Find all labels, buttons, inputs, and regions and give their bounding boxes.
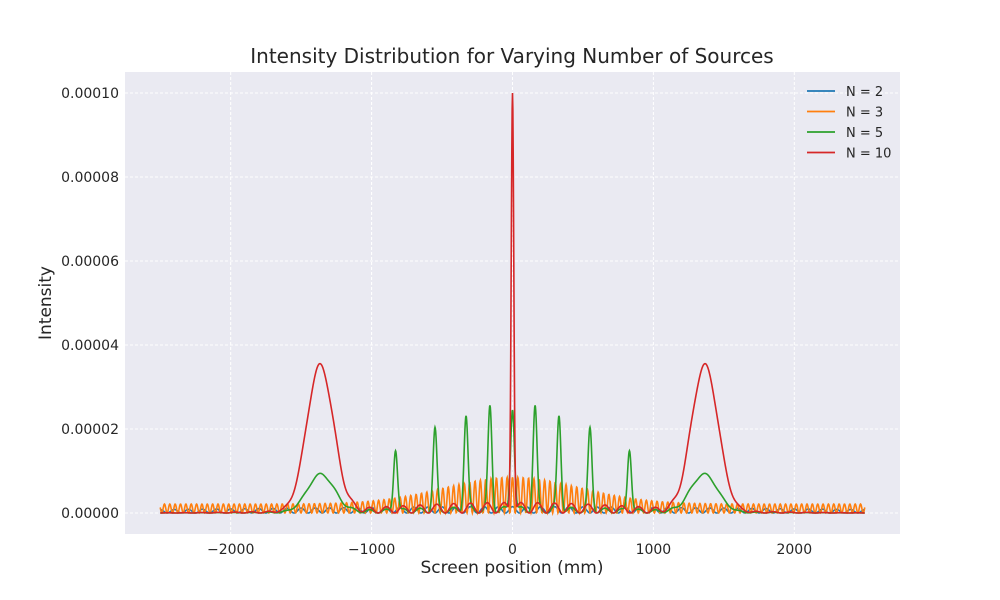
y-tick-label: 0.00002 [61,422,119,438]
x-tick-label: 2000 [776,542,812,558]
y-tick-label: 0.00008 [61,170,119,186]
y-tick-label: 0.00006 [61,254,119,270]
y-tick-label: 0.00000 [61,506,119,522]
x-tick-label: 0 [508,542,517,558]
x-tick-label: −1000 [348,542,395,558]
x-axis-ticks: −2000 −1000 0 1000 2000 [207,542,812,558]
series-line-4 [160,92,865,514]
y-tick-label: 0.00004 [61,338,119,354]
legend-label: N = 5 [846,126,883,141]
x-axis-label: Screen position (mm) [421,558,604,578]
y-axis-ticks: 0.00000 0.00002 0.00004 0.00006 0.00008 0.000… [61,86,119,522]
chart-title: Intensity Distribution for Varying Numbe… [250,44,773,68]
y-axis-label: Intensity [36,266,56,340]
series-layer [159,92,866,517]
x-tick-label: −2000 [207,542,254,558]
y-tick-label: 0.00010 [61,86,119,102]
legend-label: N = 3 [846,106,883,121]
legend-label: N = 10 [846,147,891,162]
x-tick-label: 1000 [636,542,672,558]
series-line-2 [159,474,866,517]
legend: N = 2 N = 3 N = 5 N = 10 [807,85,891,162]
legend-label: N = 2 [846,85,883,100]
